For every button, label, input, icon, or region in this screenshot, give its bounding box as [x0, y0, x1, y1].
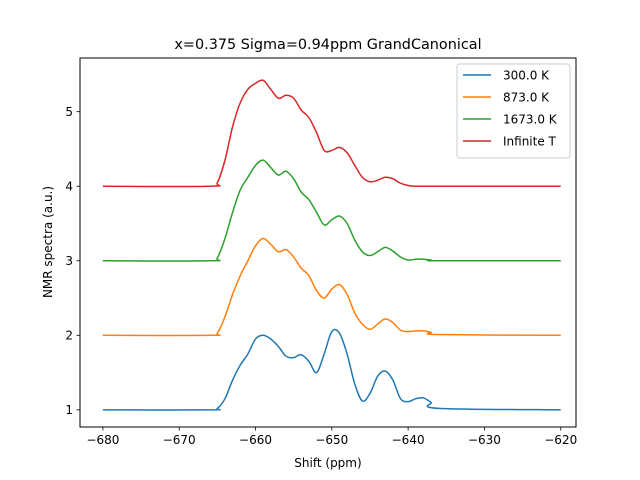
y-tick-label: 1	[65, 403, 73, 417]
x-tick-label: −660	[239, 433, 272, 447]
plot-area	[102, 79, 561, 411]
x-axis: −680 −670 −660 −650 −640 −630 −620	[86, 427, 577, 447]
x-tick-label: −620	[544, 433, 577, 447]
y-tick-label: 5	[65, 105, 73, 119]
x-tick-label: −670	[163, 433, 196, 447]
y-tick-label: 3	[65, 254, 73, 268]
legend-box	[456, 63, 571, 159]
legend-entry-label: 1673.0 K	[503, 112, 558, 126]
y-axis: 1 2 3 4 5	[65, 105, 80, 417]
x-tick-label: −680	[86, 433, 119, 447]
legend: 300.0 K 873.0 K 1673.0 K Infinite T	[456, 63, 571, 159]
legend-entry-label: 873.0 K	[503, 90, 550, 104]
legend-entry-label: Infinite T	[503, 134, 557, 148]
series-line-3	[102, 159, 561, 262]
x-tick-label: −650	[315, 433, 348, 447]
y-tick-label: 4	[65, 180, 73, 194]
axes-frame	[79, 57, 577, 428]
y-axis-label: NMR spectra (a.u.)	[41, 186, 55, 298]
y-tick-label: 2	[65, 329, 73, 343]
x-tick-label: −630	[468, 433, 501, 447]
series-line-1	[102, 328, 561, 411]
series-line-4	[102, 79, 561, 188]
legend-entry-label: 300.0 K	[503, 68, 550, 82]
x-tick-label: −640	[392, 433, 425, 447]
chart-title: x=0.375 Sigma=0.94ppm GrandCanonical	[174, 37, 481, 53]
x-axis-label: Shift (ppm)	[294, 456, 361, 470]
series-line-2	[102, 237, 561, 337]
